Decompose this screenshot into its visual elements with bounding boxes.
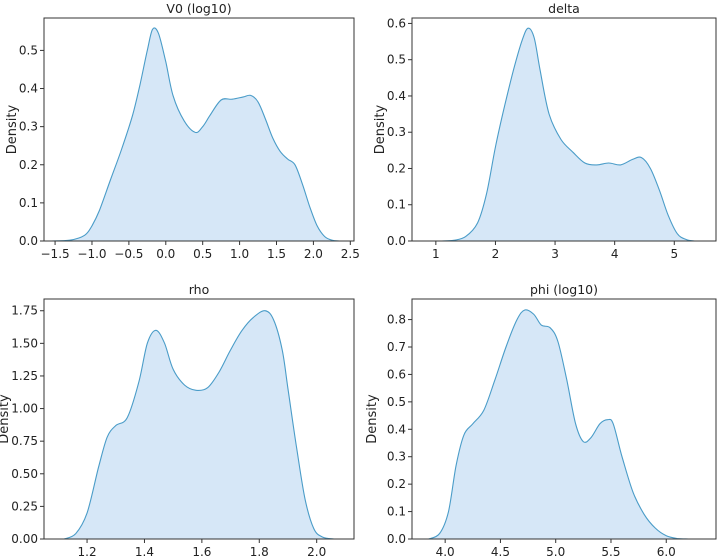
rho-ytick-label: 1.25 xyxy=(11,369,38,383)
v0-xtick-label: 2.0 xyxy=(304,247,323,261)
v0-plot-area: −1.5 −1.0 −0.5 0.0 0.5 1.0 1.5 2.0 2.5 0.0 0.1 0.2 0… xyxy=(19,17,360,261)
phi-ytick-label: 0.6 xyxy=(387,367,406,381)
phi-density-area xyxy=(428,309,689,539)
phi-ytick-label: 0.3 xyxy=(387,450,406,464)
delta-ytick-label: 0.3 xyxy=(387,125,406,139)
subplot-v0: −1.5 −1.0 −0.5 0.0 0.5 1.0 1.5 2.0 2.5 0.0 0.1 0.2 0… xyxy=(5,1,360,261)
v0-ytick-label: 0.2 xyxy=(19,158,38,172)
phi-ytick-label: 0.2 xyxy=(387,477,406,491)
delta-ytick-label: 0.4 xyxy=(387,89,406,103)
delta-ytick-label: 0.6 xyxy=(387,16,406,30)
v0-xtick-label: −0.5 xyxy=(114,247,143,261)
v0-density-line xyxy=(51,27,340,242)
rho-ytick-label: 1.50 xyxy=(11,336,38,350)
delta-xtick-label: 1 xyxy=(432,247,440,261)
delta-ytick-label: 0.0 xyxy=(387,234,406,248)
v0-xtick-label: 1.0 xyxy=(230,247,249,261)
v0-ytick-label: 0.0 xyxy=(19,234,38,248)
phi-xtick-label: 4.5 xyxy=(491,545,510,557)
phi-plot-area: 4.0 4.5 5.0 5.5 6.0 0.0 0.1 0.2 0.3 0.4 0.5 0.6 0.7 0… xyxy=(387,298,717,557)
rho-ytick-label: 1.75 xyxy=(11,304,38,318)
rho-title: rho xyxy=(189,282,210,297)
rho-axes-frame xyxy=(43,298,355,540)
phi-ylabel: Density xyxy=(365,394,380,444)
delta-ylabel: Density xyxy=(373,104,388,154)
phi-ytick-label: 0.1 xyxy=(387,505,406,519)
delta-ytick-label: 0.1 xyxy=(387,198,406,212)
delta-density-line xyxy=(441,27,696,242)
subplot-delta: 1 2 3 4 5 0.0 0.1 0.2 0.3 0.4 0.5 0.6 delta Density xyxy=(373,1,717,261)
v0-xtick-label: 0.0 xyxy=(156,247,175,261)
rho-xtick-label: 1.6 xyxy=(192,545,211,557)
delta-density-area xyxy=(441,28,696,241)
v0-ytick-label: 0.1 xyxy=(19,196,38,210)
subplot-phi: 4.0 4.5 5.0 5.5 6.0 0.0 0.1 0.2 0.3 0.4 0.5 0.6 0.7 0… xyxy=(365,282,717,557)
delta-xtick-label: 5 xyxy=(670,247,678,261)
phi-density-line xyxy=(428,309,689,540)
rho-xtick-label: 1.2 xyxy=(78,545,97,557)
rho-ytick-label: 0.75 xyxy=(11,434,38,448)
v0-ytick-label: 0.4 xyxy=(19,82,38,96)
v0-xtick-label: −1.5 xyxy=(41,247,70,261)
phi-xtick-label: 5.5 xyxy=(601,545,620,557)
rho-xtick-label: 1.8 xyxy=(250,545,269,557)
v0-xtick-label: 0.5 xyxy=(193,247,212,261)
phi-ytick-label: 0.5 xyxy=(387,395,406,409)
phi-xtick-label: 6.0 xyxy=(657,545,676,557)
v0-ytick-label: 0.5 xyxy=(19,43,38,57)
delta-xtick-label: 4 xyxy=(611,247,619,261)
v0-xtick-label: 1.5 xyxy=(267,247,286,261)
v0-density-area xyxy=(51,27,340,242)
delta-xtick-label: 3 xyxy=(551,247,559,261)
subplot-rho: 1.2 1.4 1.6 1.8 2.0 0.00 0.25 0.50 0.75 1.00 1.25 1… xyxy=(0,282,355,557)
delta-xtick-label: 2 xyxy=(492,247,500,261)
rho-density-line xyxy=(63,310,334,540)
phi-ytick-label: 0.8 xyxy=(387,313,406,327)
v0-ytick-label: 0.3 xyxy=(19,120,38,134)
phi-xtick-label: 5.0 xyxy=(546,545,565,557)
v0-ylabel: Density xyxy=(5,104,20,154)
rho-plot-area: 1.2 1.4 1.6 1.8 2.0 0.00 0.25 0.50 0.75 1.00 1.25 1… xyxy=(11,298,355,557)
rho-ytick-label: 0.25 xyxy=(11,499,38,513)
rho-ytick-label: 0.00 xyxy=(11,532,38,546)
rho-ytick-label: 0.50 xyxy=(11,467,38,481)
delta-plot-area: 1 2 3 4 5 0.0 0.1 0.2 0.3 0.4 0.5 0.6 xyxy=(387,16,717,261)
delta-ytick-label: 0.2 xyxy=(387,161,406,175)
delta-ytick-label: 0.5 xyxy=(387,53,406,67)
phi-axes-frame xyxy=(411,298,717,540)
rho-ylabel: Density xyxy=(0,394,12,444)
phi-xtick-label: 4.0 xyxy=(436,545,455,557)
phi-title: phi (log10) xyxy=(530,282,598,297)
phi-ytick-label: 0.0 xyxy=(387,532,406,546)
delta-axes-frame xyxy=(411,17,717,242)
rho-density-area xyxy=(64,310,334,539)
v0-xtick-label: 2.5 xyxy=(341,247,360,261)
v0-xtick-label: −1.0 xyxy=(77,247,106,261)
rho-xtick-label: 1.4 xyxy=(135,545,154,557)
rho-xtick-label: 2.0 xyxy=(307,545,326,557)
phi-ytick-label: 0.7 xyxy=(387,340,406,354)
rho-ytick-label: 1.00 xyxy=(11,402,38,416)
phi-ytick-label: 0.4 xyxy=(387,422,406,436)
delta-title: delta xyxy=(548,1,580,16)
v0-title: V0 (log10) xyxy=(166,1,231,16)
v0-axes-frame xyxy=(43,17,355,242)
